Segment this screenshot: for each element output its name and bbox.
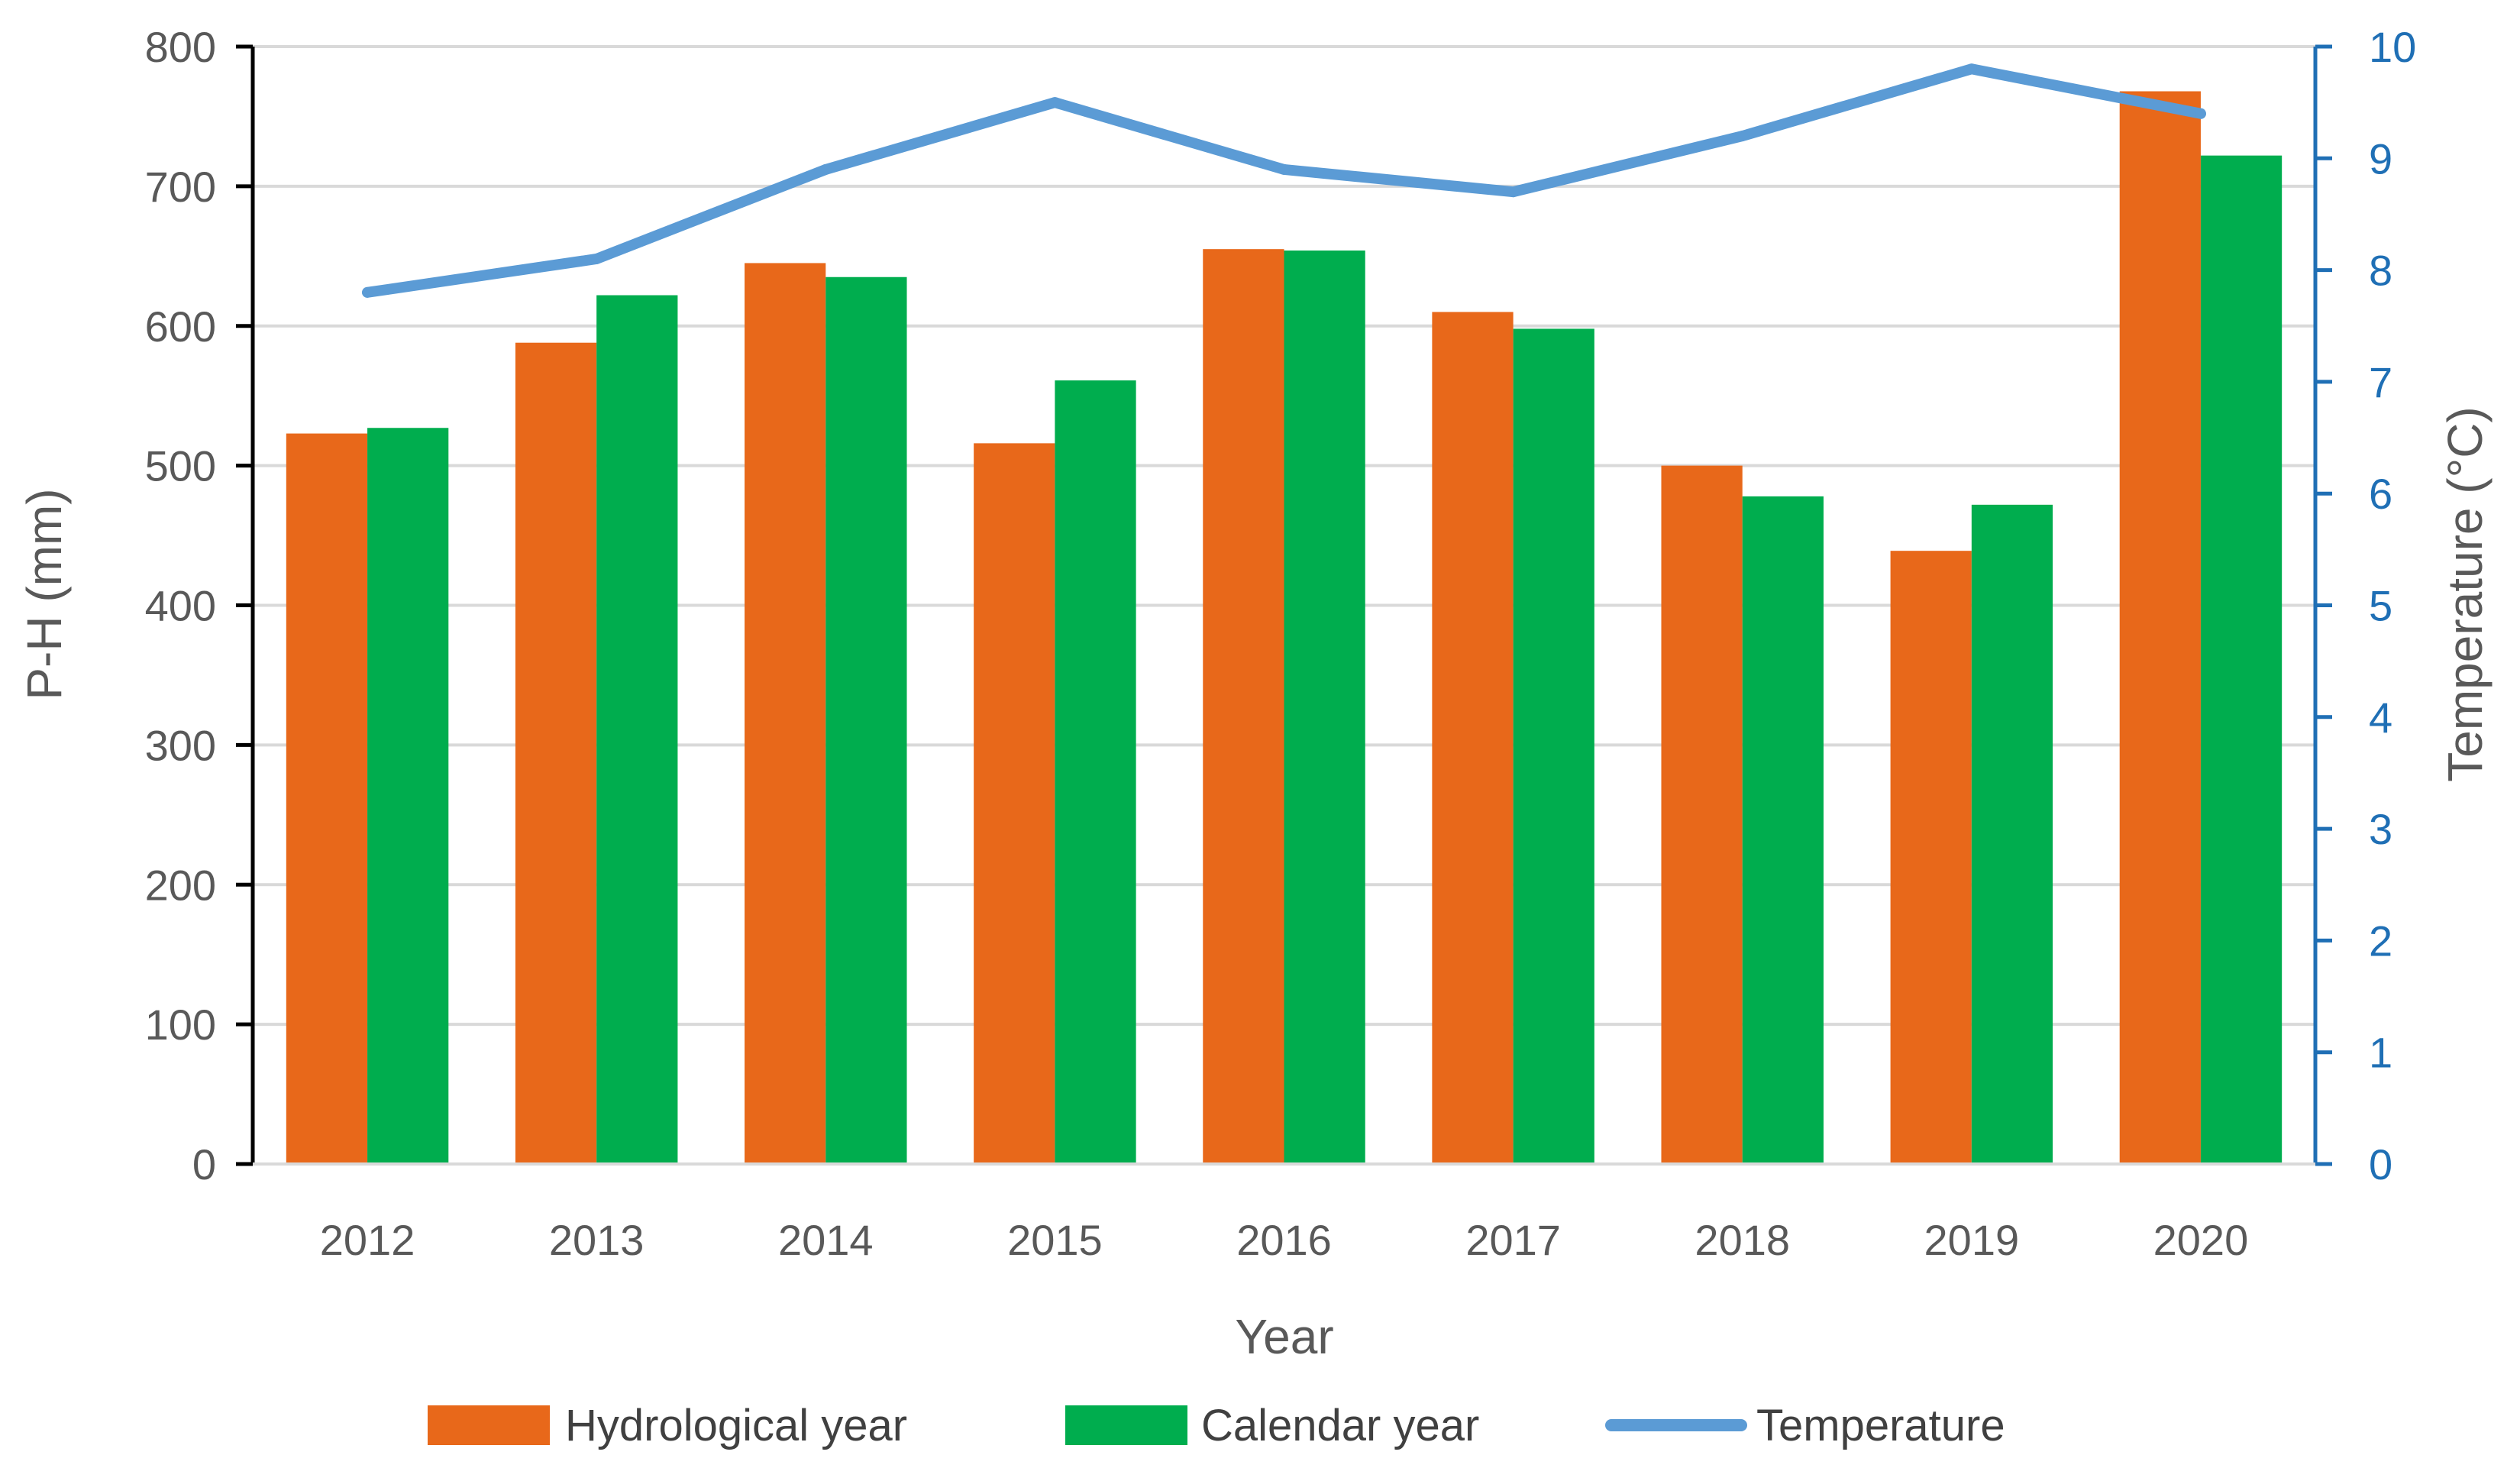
bar-calendar-year-2017 — [1513, 328, 1594, 1165]
y2-tick-label-2: 2 — [2369, 917, 2392, 965]
bar-hydrological-year-2018 — [1661, 465, 1743, 1164]
y-tick-label-400: 400 — [145, 582, 216, 630]
y-tick-label-500: 500 — [145, 442, 216, 490]
x-axis-title: Year — [1235, 1309, 1333, 1364]
temperature-point-2014 — [820, 163, 832, 175]
bar-calendar-year-2019 — [1971, 504, 2053, 1164]
legend-swatch-hydrological-year — [428, 1405, 550, 1445]
y-tick-label-0: 0 — [192, 1140, 216, 1188]
bar-calendar-year-2018 — [1742, 496, 1824, 1164]
y2-tick-label-8: 8 — [2369, 247, 2392, 295]
y-tick-label-200: 200 — [145, 861, 216, 909]
bars — [286, 91, 2283, 1165]
y-tick-label-100: 100 — [145, 1001, 216, 1049]
legend-swatch-calendar-year — [1065, 1405, 1187, 1445]
y2-tick-label-6: 6 — [2369, 470, 2392, 518]
y2-axis-title: Temperature (°C) — [2438, 406, 2493, 782]
x-tick-label-2016: 2016 — [1236, 1216, 1332, 1264]
x-tick-label-2013: 2013 — [549, 1216, 645, 1264]
y-tick-label-800: 800 — [145, 23, 216, 71]
x-tick-label-2018: 2018 — [1695, 1216, 1790, 1264]
x-tick-label-2015: 2015 — [1007, 1216, 1103, 1264]
y2-tick-label-7: 7 — [2369, 358, 2392, 406]
y-tick-label-300: 300 — [145, 721, 216, 769]
legend-label-temperature: Temperature — [1756, 1401, 2005, 1450]
bar-hydrological-year-2012 — [286, 433, 368, 1164]
temperature-point-2012 — [362, 286, 373, 298]
temperature-point-2020 — [2195, 108, 2206, 119]
y2-tick-label-10: 10 — [2369, 23, 2416, 71]
bar-hydrological-year-2016 — [1203, 249, 1284, 1165]
temperature-point-2013 — [591, 253, 603, 264]
temperature-point-2017 — [1507, 186, 1519, 198]
axes — [236, 44, 2332, 1166]
y2-tick-label-4: 4 — [2369, 694, 2392, 742]
bar-hydrological-year-2015 — [974, 443, 1055, 1164]
y-axis-title: P-H (mm) — [17, 488, 72, 700]
bar-calendar-year-2016 — [1284, 250, 1365, 1164]
x-tick-label-2020: 2020 — [2153, 1216, 2249, 1264]
legend-label-calendar-year: Calendar year — [1201, 1401, 1479, 1450]
x-tick-label-2014: 2014 — [778, 1216, 874, 1264]
legend-label-hydrological-year: Hydrological year — [565, 1401, 907, 1450]
bar-calendar-year-2012 — [367, 428, 449, 1164]
bar-calendar-year-2020 — [2200, 155, 2283, 1165]
bar-calendar-year-2013 — [596, 295, 678, 1165]
bar-hydrological-year-2013 — [515, 342, 597, 1164]
y2-tick-label-0: 0 — [2369, 1140, 2392, 1188]
temperature-line-group — [362, 63, 2206, 298]
y2-tick-label-9: 9 — [2369, 134, 2392, 183]
y2-tick-label-3: 3 — [2369, 805, 2392, 853]
bar-calendar-year-2015 — [1055, 380, 1136, 1164]
y-tick-label-700: 700 — [145, 163, 216, 211]
y-tick-label-600: 600 — [145, 302, 216, 351]
x-tick-label-2012: 2012 — [320, 1216, 415, 1264]
y2-tick-label-5: 5 — [2369, 582, 2392, 630]
temperature-point-2015 — [1049, 97, 1061, 108]
temperature-point-2018 — [1737, 131, 1748, 142]
tick-labels: 0 100 200 300 400 500 600 700 800 0 1 2 3 4 5 6 7 8 9 10 201… — [145, 23, 2417, 1264]
bar-calendar-year-2014 — [825, 276, 907, 1164]
x-tick-label-2019: 2019 — [1924, 1216, 2020, 1264]
legend: Hydrological year Calendar year Temperat… — [428, 1401, 2005, 1450]
temperature-point-2016 — [1278, 163, 1290, 175]
bar-hydrological-year-2019 — [1890, 551, 1972, 1164]
bar-hydrological-year-2014 — [745, 263, 826, 1164]
bar-hydrological-year-2020 — [2119, 91, 2201, 1164]
x-tick-label-2017: 2017 — [1465, 1216, 1561, 1264]
y2-tick-label-1: 1 — [2369, 1029, 2392, 1077]
bar-hydrological-year-2017 — [1432, 312, 1514, 1164]
temperature-point-2019 — [1966, 63, 1977, 75]
